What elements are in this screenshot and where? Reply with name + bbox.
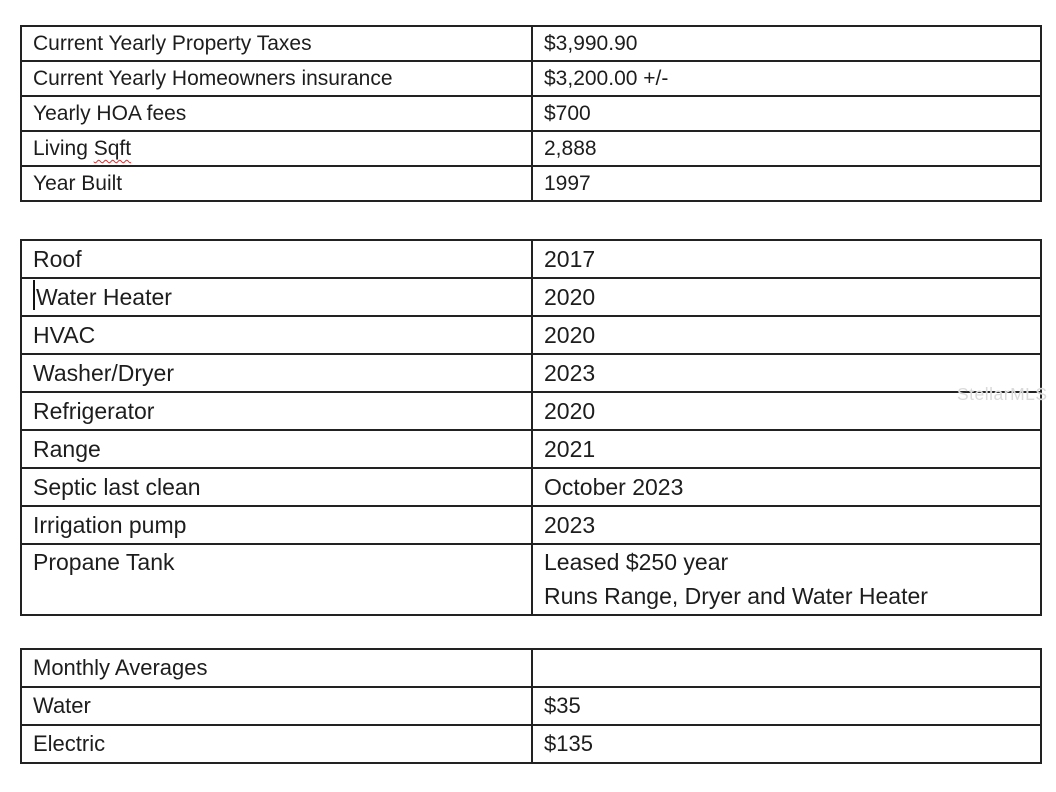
row-value: $700 (531, 95, 1042, 132)
row-value: 2017 (531, 239, 1042, 279)
text-cursor (33, 280, 35, 310)
row-value: 2023 (531, 353, 1042, 393)
table-row: Water Heater 2020 (20, 277, 1042, 317)
row-value: $3,200.00 +/- (531, 60, 1042, 97)
table-row: Electric $135 (20, 724, 1042, 764)
row-label: Propane Tank (20, 543, 533, 616)
table-row: Yearly HOA fees $700 (20, 95, 1042, 132)
row-value: Leased $250 year Runs Range, Dryer and W… (531, 543, 1042, 616)
row-label: Septic last clean (20, 467, 533, 507)
value-line-2: Runs Range, Dryer and Water Heater (544, 583, 928, 609)
row-value: 2,888 (531, 130, 1042, 167)
table-row: Monthly Averages (20, 648, 1042, 688)
row-label: HVAC (20, 315, 533, 355)
row-label: Living Sqft (20, 130, 533, 167)
table-row: Roof 2017 (20, 239, 1042, 279)
row-value: $35 (531, 686, 1042, 726)
table-row: Living Sqft 2,888 (20, 130, 1042, 167)
row-label: Range (20, 429, 533, 469)
systems-appliances-table: Roof 2017 Water Heater 2020 HVAC 2020 Wa… (20, 239, 1042, 616)
row-label: Irrigation pump (20, 505, 533, 545)
row-label: Yearly HOA fees (20, 95, 533, 132)
table-row: Current Yearly Property Taxes $3,990.90 (20, 25, 1042, 62)
row-label: Electric (20, 724, 533, 764)
table-row: Septic last clean October 2023 (20, 467, 1042, 507)
multiline-value: Leased $250 year Runs Range, Dryer and W… (544, 546, 1039, 613)
table-row: Irrigation pump 2023 (20, 505, 1042, 545)
row-value: 2020 (531, 391, 1042, 431)
row-label: Water (20, 686, 533, 726)
property-summary-table: Current Yearly Property Taxes $3,990.90 … (20, 25, 1042, 202)
table-row: Range 2021 (20, 429, 1042, 469)
table-row: Refrigerator 2020 (20, 391, 1042, 431)
row-value: 2023 (531, 505, 1042, 545)
stellar-mls-watermark: StellarMLS (957, 384, 1048, 404)
row-value: 1997 (531, 165, 1042, 202)
row-label: Monthly Averages (20, 648, 533, 688)
row-label: Current Yearly Homeowners insurance (20, 60, 533, 97)
table-row: HVAC 2020 (20, 315, 1042, 355)
row-value: 2020 (531, 315, 1042, 355)
row-label: Washer/Dryer (20, 353, 533, 393)
row-value (531, 648, 1042, 688)
table-row: Propane Tank Leased $250 year Runs Range… (20, 543, 1042, 616)
label-text: Water Heater (36, 284, 172, 310)
table-row: Current Yearly Homeowners insurance $3,2… (20, 60, 1042, 97)
row-label: Refrigerator (20, 391, 533, 431)
row-label: Year Built (20, 165, 533, 202)
row-label: Roof (20, 239, 533, 279)
table-row: Year Built 1997 (20, 165, 1042, 202)
value-line-1: Leased $250 year (544, 549, 729, 575)
row-value: $135 (531, 724, 1042, 764)
row-value: $3,990.90 (531, 25, 1042, 62)
row-value: 2020 (531, 277, 1042, 317)
monthly-averages-table: Monthly Averages Water $35 Electric $135 (20, 648, 1042, 764)
row-label: Water Heater (20, 277, 533, 317)
table-row: Water $35 (20, 686, 1042, 726)
table-row: Washer/Dryer 2023 (20, 353, 1042, 393)
row-value: October 2023 (531, 467, 1042, 507)
misspelled-word: Sqft (93, 137, 132, 160)
row-value: 2021 (531, 429, 1042, 469)
label-text: Living (33, 137, 94, 160)
row-label: Current Yearly Property Taxes (20, 25, 533, 62)
